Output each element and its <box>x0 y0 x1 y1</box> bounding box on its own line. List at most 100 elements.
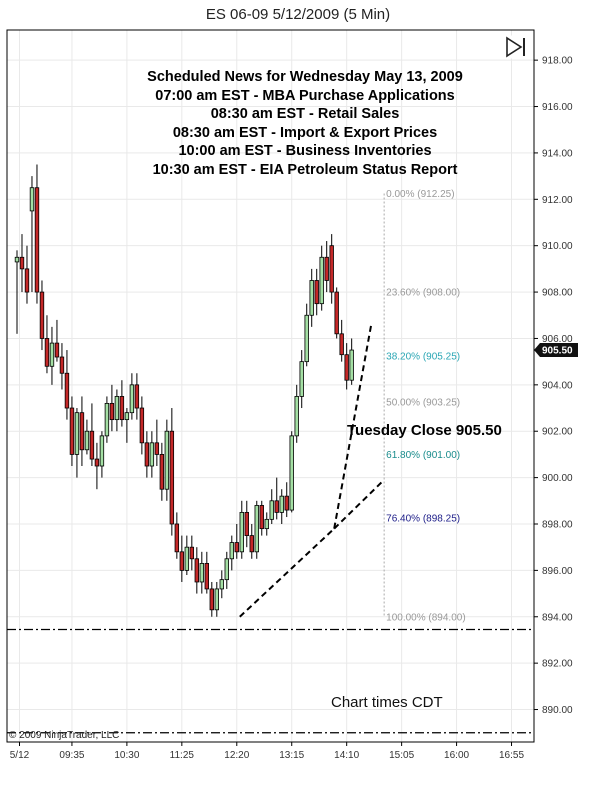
candle-body <box>194 558 200 583</box>
candle-body <box>164 430 170 490</box>
candle-body <box>249 535 254 553</box>
candle-body <box>24 268 30 293</box>
candle-body <box>169 430 175 525</box>
y-tick-label: 918.00 <box>542 56 573 67</box>
candle-body <box>229 542 234 560</box>
candle-body <box>309 280 314 316</box>
x-tick-label: 12:20 <box>224 750 249 761</box>
candle-body <box>104 402 110 437</box>
candle-body <box>134 384 140 409</box>
candle-body <box>289 435 294 511</box>
y-tick-label: 906.00 <box>542 334 573 345</box>
trend-line <box>333 481 383 530</box>
fib-level-label: 0.00% (912.25) <box>386 189 454 200</box>
fib-level-label: 76.40% (898.25) <box>386 514 460 525</box>
candle-body <box>29 187 35 212</box>
candle-body <box>209 588 215 611</box>
x-tick-label: 10:30 <box>114 750 139 761</box>
candle-body <box>119 396 125 421</box>
candle-body <box>49 342 55 367</box>
candle-body <box>349 349 354 381</box>
candle-body <box>109 402 115 421</box>
candle-body <box>184 546 190 571</box>
news-line-5: 10:30 am EST - EIA Petroleum Status Repo… <box>153 162 458 178</box>
fib-level-label: 38.20% (905.25) <box>386 351 460 362</box>
news-line-1: 07:00 am EST - MBA Purchase Applications <box>155 88 454 104</box>
candle-body <box>199 563 205 583</box>
y-tick-label: 894.00 <box>542 612 573 623</box>
fibonacci-retracement: 0.00% (912.25) 23.60% (908.00) 38.20% (905… <box>383 189 466 623</box>
x-tick-label: 14:10 <box>334 750 359 761</box>
scroll-end-button[interactable] <box>504 35 528 59</box>
candle-body <box>129 384 135 414</box>
candle-body <box>94 458 100 467</box>
candle-body <box>19 256 25 270</box>
candle-body <box>269 500 274 520</box>
candle-body <box>299 361 304 397</box>
y-tick-label: 910.00 <box>542 241 573 252</box>
candle-body <box>54 342 60 358</box>
candle-body <box>84 430 90 451</box>
candle-body <box>79 412 85 451</box>
fib-level-label: 100.00% (894.00) <box>386 612 466 623</box>
y-axis: 918.00 916.00 914.00 912.00 910.00 908.00 906.… <box>534 56 573 716</box>
candle-body <box>144 442 150 467</box>
candle-body <box>219 579 224 590</box>
candle-body <box>224 558 229 581</box>
y-tick-label: 908.00 <box>542 288 573 299</box>
tuesday-close-label: Tuesday Close 905.50 <box>347 422 502 439</box>
y-tick-label: 892.00 <box>542 659 573 670</box>
candle-body <box>74 412 80 455</box>
fib-level-label: 23.60% (908.00) <box>386 288 460 299</box>
candle-body <box>234 542 239 553</box>
x-tick-label: 09:35 <box>59 750 84 761</box>
candle-body <box>64 372 70 409</box>
fib-level-label: 61.80% (901.00) <box>386 450 460 461</box>
candle-body <box>214 588 219 611</box>
news-line-4: 10:00 am EST - Business Inventories <box>178 143 431 159</box>
candle-body <box>324 256 329 281</box>
x-tick-label: 16:55 <box>499 750 524 761</box>
candle-body <box>39 291 45 339</box>
candle-body <box>124 412 130 421</box>
trend-line <box>333 322 373 529</box>
y-tick-label: 902.00 <box>542 427 573 438</box>
candle-body <box>329 245 334 293</box>
candle-body <box>254 505 259 553</box>
candles <box>14 164 354 617</box>
news-line-0: Scheduled News for Wednesday May 13, 200… <box>147 69 463 85</box>
y-tick-label: 904.00 <box>542 380 573 391</box>
candle-body <box>159 454 165 490</box>
candle-body <box>14 256 20 263</box>
candle-body <box>174 523 180 553</box>
candle-body <box>304 314 309 363</box>
play-icon <box>506 36 523 58</box>
candle-body <box>204 563 210 590</box>
y-tick-label: 890.00 <box>542 705 573 716</box>
news-line-3: 08:30 am EST - Import & Export Prices <box>173 125 437 141</box>
candle-body <box>149 442 155 467</box>
news-line-2: 08:30 am EST - Retail Sales <box>211 106 400 122</box>
y-tick-label: 914.00 <box>542 148 573 159</box>
candle-body <box>69 407 75 455</box>
x-tick-label: 15:05 <box>389 750 414 761</box>
candle-body <box>34 187 40 293</box>
x-tick-label: 13:15 <box>279 750 304 761</box>
trend-line <box>239 527 335 618</box>
candle-body <box>264 518 269 530</box>
candle-body <box>334 291 339 335</box>
candle-body <box>294 396 299 437</box>
y-tick-label: 916.00 <box>542 102 573 113</box>
y-tick-label: 912.00 <box>542 195 573 206</box>
x-tick-label: 16:00 <box>444 750 469 761</box>
candle-body <box>279 495 284 513</box>
candle-body <box>59 356 65 374</box>
candle-body <box>259 505 264 530</box>
news-box: Scheduled News for Wednesday May 13, 200… <box>147 69 463 178</box>
candle-body <box>274 500 279 513</box>
candle-body <box>284 495 289 511</box>
candle-body <box>319 256 324 305</box>
candle-body <box>344 354 349 381</box>
